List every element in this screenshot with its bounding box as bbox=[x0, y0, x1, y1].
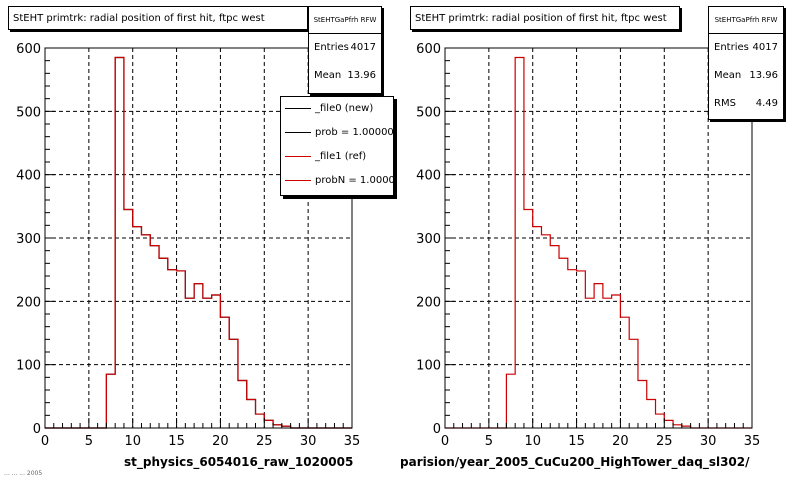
stats-value: 13.96 bbox=[749, 70, 778, 81]
stats-row-entries: Entries 4017 bbox=[309, 34, 381, 62]
stats-value: 4.49 bbox=[755, 98, 778, 109]
stats-label: Mean bbox=[314, 70, 342, 81]
legend-label: prob = 1.000000 bbox=[315, 127, 394, 138]
y-tick-label: 300 bbox=[416, 232, 441, 247]
stats-value: 4017 bbox=[752, 42, 778, 53]
legend-line-marker bbox=[285, 108, 311, 109]
stats-label: Entries bbox=[714, 42, 749, 53]
y-tick-label: 300 bbox=[16, 232, 41, 247]
stats-row-mean: Mean 13.96 bbox=[709, 62, 783, 90]
legend-label: probN = 1.000000 bbox=[315, 175, 394, 186]
x-tick-label: 15 bbox=[568, 434, 585, 449]
x-tick-label: 25 bbox=[656, 434, 673, 449]
legend-entry: _file0 (new) bbox=[281, 97, 393, 121]
x-tick-label: 35 bbox=[744, 434, 761, 449]
stats-name: StEHTGaPfrh RFW bbox=[309, 7, 381, 34]
y-tick-label: 600 bbox=[16, 42, 41, 57]
legend-line-marker bbox=[285, 156, 311, 157]
legend-entry: _file1 (ref) bbox=[281, 145, 393, 169]
file-label: st_physics_6054016_raw_1020005 bbox=[124, 455, 354, 469]
y-tick-label: 100 bbox=[16, 359, 41, 374]
legend-label: _file0 (new) bbox=[315, 103, 374, 114]
plot-title: StEHT primtrk: radial position of first … bbox=[410, 6, 680, 30]
file-label: parision/year_2005_CuCu200_HighTower_daq… bbox=[400, 455, 750, 469]
stats-row-rms: RMS 4.49 bbox=[709, 90, 783, 118]
stats-value: 13.96 bbox=[347, 70, 376, 81]
legend-entry: probN = 1.000000 bbox=[281, 169, 393, 193]
y-tick-label: 200 bbox=[16, 295, 41, 310]
x-tick-label: 20 bbox=[212, 434, 229, 449]
legend-entry: prob = 1.000000 bbox=[281, 121, 393, 145]
legend: _file0 (new) prob = 1.000000 _file1 (ref… bbox=[280, 96, 394, 196]
x-tick-label: 20 bbox=[612, 434, 629, 449]
right-pad: 0 5 10 15 20 25 30 35 0 100 200 300 400 500 600 StEHT … bbox=[400, 0, 800, 480]
x-tick-label: 30 bbox=[700, 434, 717, 449]
stats-row-mean: Mean 13.96 bbox=[309, 62, 381, 90]
x-tick-label: 15 bbox=[168, 434, 185, 449]
x-tick-label: 10 bbox=[124, 434, 141, 449]
x-tick-label: 0 bbox=[41, 434, 49, 449]
left-pad: 0 5 10 15 20 25 30 35 0 100 200 300 400 500 600 StEHT … bbox=[4, 6, 394, 477]
y-tick-label: 200 bbox=[416, 295, 441, 310]
stats-box: StEHTGaPfrh RFW Entries 4017 Mean 13.96 bbox=[308, 6, 382, 94]
stats-label: RMS bbox=[714, 98, 736, 109]
y-tick-label: 500 bbox=[16, 105, 41, 120]
y-tick-label: 400 bbox=[416, 169, 441, 184]
right-histogram-plot: 0 5 10 15 20 25 30 35 0 100 200 300 400 500 600 bbox=[416, 42, 761, 449]
stats-name: StEHTGaPfrh RFW bbox=[709, 7, 783, 34]
y-tick-label: 100 bbox=[416, 359, 441, 374]
x-tick-label: 5 bbox=[485, 434, 493, 449]
legend-label: _file1 (ref) bbox=[315, 151, 367, 162]
y-tick-label: 500 bbox=[416, 105, 441, 120]
plot-title: StEHT primtrk: radial position of first … bbox=[8, 6, 308, 30]
y-tick-label: 600 bbox=[416, 42, 441, 57]
x-tick-label: 30 bbox=[300, 434, 317, 449]
stats-box: StEHTGaPfrh RFW Entries 4017 Mean 13.96 … bbox=[708, 6, 784, 120]
legend-line-marker bbox=[285, 180, 311, 181]
x-tick-label: 5 bbox=[85, 434, 93, 449]
y-tick-label: 0 bbox=[33, 422, 41, 437]
y-tick-label: 0 bbox=[433, 422, 441, 437]
stats-value: 4017 bbox=[350, 42, 376, 53]
stats-label: Mean bbox=[714, 70, 742, 81]
x-tick-label: 35 bbox=[344, 434, 361, 449]
x-tick-label: 10 bbox=[524, 434, 541, 449]
x-tick-label: 25 bbox=[256, 434, 273, 449]
legend-line-marker bbox=[285, 132, 311, 133]
y-tick-label: 400 bbox=[16, 169, 41, 184]
footer-note: ... ... ... 2005 bbox=[4, 470, 43, 477]
stats-label: Entries bbox=[314, 42, 349, 53]
stats-row-entries: Entries 4017 bbox=[709, 34, 783, 62]
x-tick-label: 0 bbox=[441, 434, 449, 449]
